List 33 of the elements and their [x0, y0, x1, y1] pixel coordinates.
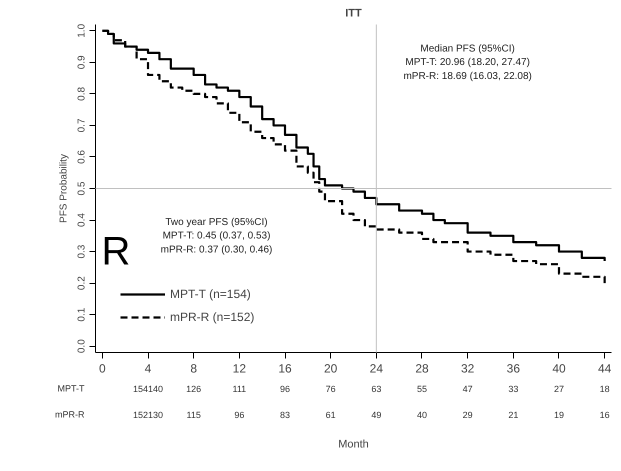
x-tick-label: 32 [460, 362, 475, 376]
y-tick-label: 0.4 [76, 212, 88, 227]
x-tick-label: 28 [415, 362, 429, 376]
x-tick-label: 24 [370, 362, 384, 376]
y-tick-label: 0.2 [76, 276, 88, 290]
legend-label: mPR-R (n=152) [170, 310, 254, 324]
x-tick-label: 8 [190, 362, 198, 376]
y-tick-label: 1.0 [76, 23, 88, 38]
y-tick-label: 0.3 [76, 244, 88, 259]
x-tick-label: 12 [232, 362, 246, 376]
chart-title: ITT [345, 8, 362, 20]
x-tick-label: 36 [506, 362, 520, 376]
annotation: Two year PFS (95%CI) MPT-T: 0.45 (0.37, 0.53) mPR-R: 0.37 (0.30, 0.46) [160, 216, 272, 256]
y-tick-label: 0.0 [76, 338, 88, 354]
y-tick-label: 0.7 [76, 118, 88, 132]
x-tick-label: 44 [598, 362, 612, 376]
annotation: R [102, 230, 130, 274]
y-axis-title: PFS Probability [58, 154, 70, 223]
text: mPR-R 152130 115 96 83 61 49 40 29 21 19 16 [55, 410, 610, 420]
text: MPT-T 154140 126 111 96 76 63 55 47 33 27 18 [58, 384, 610, 394]
y-tick-label: 0.6 [76, 150, 88, 164]
y-tick-label: 0.1 [76, 307, 88, 322]
x-tick-label: 16 [278, 362, 292, 376]
y-tick-label: 0.8 [76, 86, 88, 101]
text: Month [338, 438, 369, 450]
x-tick-label: 20 [324, 362, 338, 376]
legend-label: MPT-T (n=154) [170, 287, 251, 301]
x-tick-label: 4 [144, 362, 152, 376]
y-tick-label: 0.5 [76, 181, 88, 196]
x-tick-label: 0 [99, 362, 106, 376]
y-tick-label: 0.9 [76, 54, 88, 70]
x-tick-label: 40 [552, 362, 566, 376]
annotation: Median PFS (95%CI) MPT-T: 20.96 (18.20, 27.47) mPR-R: 18.69 (16.03, 22.08) [403, 43, 532, 82]
